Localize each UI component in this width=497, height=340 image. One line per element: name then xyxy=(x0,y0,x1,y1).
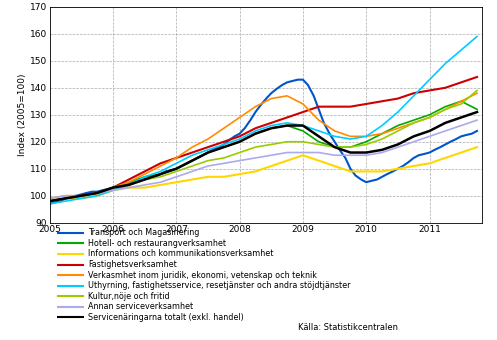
Text: Annan serviceverksamhet: Annan serviceverksamhet xyxy=(88,302,194,311)
Text: Kultur,nöje och fritid: Kultur,nöje och fritid xyxy=(88,292,170,301)
Text: Verkasmhet inom juridik, ekonomi, vetenskap och teknik: Verkasmhet inom juridik, ekonomi, vetens… xyxy=(88,271,318,279)
Text: Transport och Magasinering: Transport och Magasinering xyxy=(88,228,200,237)
Text: Källa: Statistikcentralen: Källa: Statistikcentralen xyxy=(298,323,398,332)
Text: Servicenäringarna totalt (exkl. handel): Servicenäringarna totalt (exkl. handel) xyxy=(88,313,244,322)
Text: Hotell- och restaurangverksamhet: Hotell- och restaurangverksamhet xyxy=(88,239,227,248)
Y-axis label: Index (2005=100): Index (2005=100) xyxy=(18,73,27,156)
Text: Uthyrning, fastighetsservice, resetjänster och andra stöjdtjänster: Uthyrning, fastighetsservice, resetjänst… xyxy=(88,281,351,290)
Text: Fastighetsverksamhet: Fastighetsverksamhet xyxy=(88,260,177,269)
Text: Informations och kommunikationsverksamhet: Informations och kommunikationsverksamhe… xyxy=(88,250,274,258)
